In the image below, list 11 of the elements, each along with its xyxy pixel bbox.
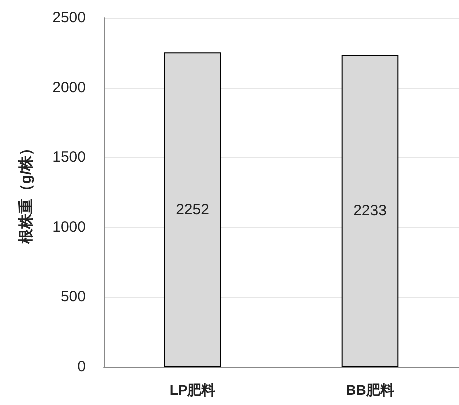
y-axis-title: 根株重（g/株） [18,140,35,246]
y-tick-label: 0 [78,358,86,376]
y-tick-label: 2000 [52,79,86,96]
x-tick-label: BB肥料 [346,382,394,398]
y-tick-label: 2500 [52,10,86,26]
x-tick-label: LP肥料 [170,382,216,398]
y-tick-label: 1000 [52,218,86,236]
y-tick-label: 500 [60,288,86,306]
y-tick-label: 1500 [52,149,86,166]
data-label: 2233 [354,202,387,220]
data-label: 2252 [176,201,210,218]
